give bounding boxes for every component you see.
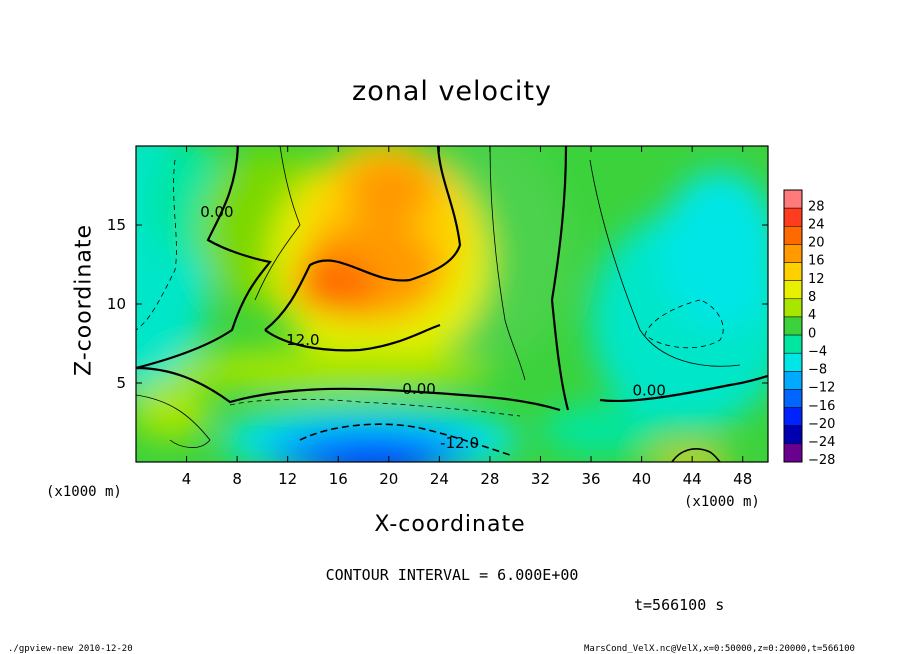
- x-unit-label-left: (x1000 m): [46, 484, 122, 500]
- footer-right: MarsCond_VelX.nc@VelX,x=0:50000,z=0:2000…: [584, 644, 855, 654]
- colorbar-level-label: 12: [808, 272, 825, 287]
- x-tick-label: 28: [480, 470, 499, 488]
- x-tick-label: 44: [683, 470, 702, 488]
- colorbar-swatch: [783, 443, 803, 463]
- colorbar-level-label: 8: [808, 290, 816, 305]
- y-axis: 5 10 15: [107, 216, 768, 392]
- colorbar-level-label: −8: [808, 363, 827, 378]
- colorbar-level-label: 0: [808, 326, 816, 341]
- contour-label: 12.0: [286, 331, 319, 349]
- x-tick-label: 48: [733, 470, 752, 488]
- colorbar-swatch: [783, 425, 803, 445]
- contour-label: 0.00: [632, 382, 665, 400]
- colorbar-swatch: [783, 389, 803, 408]
- x-tick-label: 40: [632, 470, 651, 488]
- colorbar-swatch: [783, 334, 803, 354]
- x-tick-label: 20: [379, 470, 398, 488]
- colorbar-level-label: 20: [808, 236, 825, 251]
- y-tick-label: 15: [107, 216, 126, 234]
- x-tick-label: 12: [278, 470, 297, 488]
- colorbar-swatch: [783, 280, 803, 300]
- x-tick-label: 36: [581, 470, 600, 488]
- colorbar-level-label: −24: [808, 435, 835, 450]
- colorbar-swatch: [783, 226, 803, 245]
- colorbar-level-label: −20: [808, 417, 835, 432]
- x-tick-label: 24: [430, 470, 449, 488]
- contour-label-group: 0.00 12.0 0.00 0.00 -12.0: [200, 203, 666, 452]
- colorbar-level-label: 16: [808, 254, 825, 269]
- contour-lines: [136, 146, 768, 462]
- x-axis: 4 8 12 16 20 24 28 32 36 40 44 48: [182, 146, 752, 488]
- colorbar-level-label: 28: [808, 199, 825, 214]
- colorbar-level-label: −28: [808, 453, 835, 468]
- colorbar: 28 24 20 16 12 8 4 0 −4 −8 −12 −16 −20 −24 −28: [783, 189, 835, 468]
- y-tick-label: 10: [107, 295, 126, 313]
- contour-interval: CONTOUR INTERVAL = 6.000E+00: [325, 566, 579, 584]
- colorbar-swatch: [783, 316, 803, 336]
- x-unit-label-right: (x1000 m): [684, 494, 760, 510]
- colorbar-swatch: [783, 371, 803, 390]
- colorbar-swatch: [783, 407, 803, 426]
- colorbar-swatch: [783, 207, 803, 227]
- colorbar-swatch: [783, 189, 803, 209]
- colorbar-level-label: −12: [808, 381, 835, 396]
- x-tick-label: 4: [182, 470, 192, 488]
- x-axis-label: X-coordinate: [374, 512, 526, 537]
- x-tick-label: 8: [232, 470, 242, 488]
- colorbar-swatch: [783, 262, 803, 281]
- colorbar-level-label: 4: [808, 308, 816, 323]
- y-axis-label: Z-coordinate: [71, 224, 97, 376]
- colorbar-level-label: −4: [808, 344, 827, 359]
- colorbar-swatch: [783, 352, 803, 372]
- y-tick-label: 5: [116, 374, 126, 392]
- contour-label: 0.00: [200, 203, 233, 221]
- colorbar-level-label: 24: [808, 217, 825, 232]
- footer-left: ./gpview-new 2010-12-20: [8, 644, 133, 654]
- x-tick-label: 32: [531, 470, 550, 488]
- x-tick-label: 16: [329, 470, 348, 488]
- colorbar-frame: [783, 189, 803, 463]
- colorbar-level-label: −16: [808, 399, 835, 414]
- chart-title: zonal velocity: [352, 76, 552, 107]
- contour-label: -12.0: [440, 434, 479, 452]
- heatmap-field: [136, 146, 768, 462]
- colorbar-swatch: [783, 244, 803, 263]
- contour-label: 0.00: [402, 380, 435, 398]
- colorbar-swatch: [783, 298, 803, 318]
- time-label: t=566100 s: [634, 596, 725, 614]
